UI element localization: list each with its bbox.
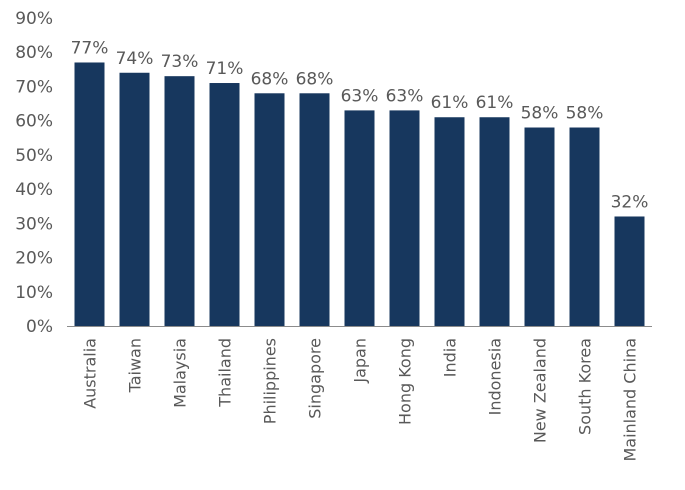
data-label: 58% xyxy=(566,104,604,124)
bar xyxy=(299,93,330,327)
data-label: 63% xyxy=(386,86,424,106)
y-tick-label: 50% xyxy=(15,146,53,166)
bar xyxy=(614,216,645,326)
category-label: Philippines xyxy=(261,338,280,424)
bar xyxy=(209,83,240,327)
category-label: Mainland China xyxy=(621,338,640,462)
category-label: South Korea xyxy=(576,338,595,435)
category-label: Japan xyxy=(351,338,370,384)
category-label: Hong Kong xyxy=(396,338,415,425)
y-tick-label: 30% xyxy=(15,214,53,234)
data-label: 77% xyxy=(71,38,109,58)
y-tick-label: 20% xyxy=(15,249,53,269)
y-tick-label: 70% xyxy=(15,77,53,97)
data-label: 61% xyxy=(431,93,469,113)
category-label: Taiwan xyxy=(126,338,145,393)
bar xyxy=(164,76,195,326)
data-label: 32% xyxy=(611,192,649,212)
data-label: 61% xyxy=(476,93,514,113)
bar xyxy=(434,117,465,326)
data-label: 58% xyxy=(521,104,559,124)
bar xyxy=(74,62,105,326)
bar xyxy=(524,127,555,326)
y-tick-label: 10% xyxy=(15,283,53,303)
data-label: 68% xyxy=(296,69,334,89)
y-tick-label: 0% xyxy=(26,317,53,337)
bars xyxy=(74,62,645,327)
category-label: Indonesia xyxy=(486,338,505,415)
data-label: 71% xyxy=(206,59,244,79)
data-labels: 77% 74% 73% 71% 68% 68% 63% 63% 61% 61% 58% 58% 32% xyxy=(71,38,649,212)
data-label: 73% xyxy=(161,52,199,72)
bar xyxy=(479,117,510,326)
bar xyxy=(119,72,150,326)
y-tick-label: 40% xyxy=(15,180,53,200)
bar xyxy=(344,110,375,327)
category-label: Malaysia xyxy=(171,338,190,408)
y-tick-label: 90% xyxy=(15,9,53,29)
data-label: 68% xyxy=(251,69,289,89)
data-label: 63% xyxy=(341,86,379,106)
y-axis-ticks: 0% 10% 20% 30% 40% 50% 60% 70% 80% 90% xyxy=(15,9,53,337)
bar xyxy=(254,93,285,327)
category-label: Australia xyxy=(81,338,100,409)
category-label: Singapore xyxy=(306,338,325,419)
bar xyxy=(569,127,600,326)
category-label: India xyxy=(441,338,460,377)
y-tick-label: 80% xyxy=(15,43,53,63)
category-label: New Zealand xyxy=(531,338,550,443)
category-label: Thailand xyxy=(216,338,235,408)
data-label: 74% xyxy=(116,49,154,69)
y-tick-label: 60% xyxy=(15,112,53,132)
bar xyxy=(389,110,420,327)
category-labels: Australia Taiwan Malaysia Thailand Philippin… xyxy=(81,338,640,462)
